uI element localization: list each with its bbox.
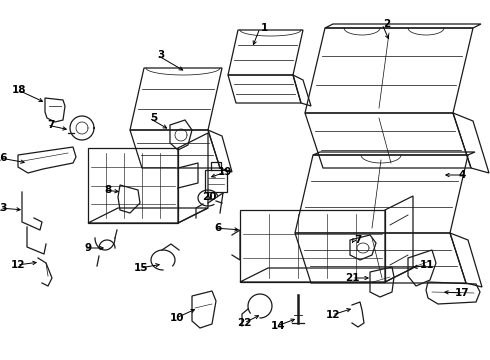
Text: 5: 5 [150,113,157,123]
Text: 17: 17 [455,288,469,298]
Text: 4: 4 [458,170,466,180]
Text: 3: 3 [158,50,165,60]
Text: 2: 2 [383,19,390,29]
Text: 19: 19 [218,167,232,177]
Text: 6: 6 [215,223,222,233]
Text: 15: 15 [133,263,148,273]
Text: 11: 11 [420,260,435,270]
Text: 9: 9 [85,243,92,253]
Text: 20: 20 [202,192,217,202]
Text: 8: 8 [105,185,112,195]
Text: 10: 10 [170,313,184,323]
Text: 7: 7 [48,120,55,130]
Text: 16: 16 [0,153,8,163]
Text: 22: 22 [238,318,252,328]
Text: 12: 12 [325,310,340,320]
Text: 7: 7 [355,235,362,245]
Text: 21: 21 [345,273,360,283]
Text: 18: 18 [11,85,26,95]
Text: 14: 14 [270,321,285,331]
Text: 1: 1 [261,23,268,33]
Text: 13: 13 [0,203,8,213]
Text: 12: 12 [10,260,25,270]
